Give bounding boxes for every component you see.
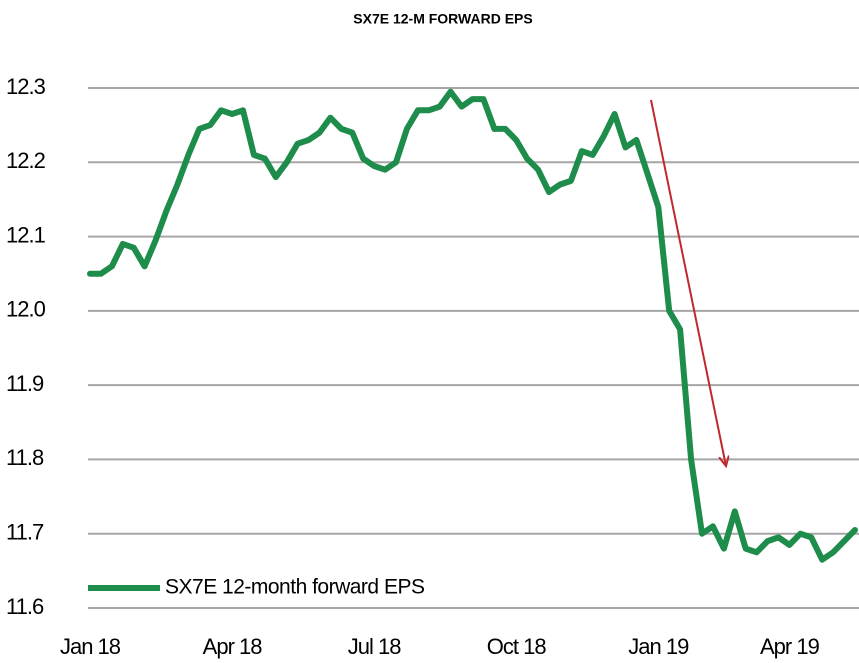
plot (87, 88, 858, 563)
series-line (87, 88, 858, 563)
grid (88, 87, 859, 609)
y-tick-label: 12.1 (6, 222, 46, 247)
y-tick-label: 11.7 (6, 520, 44, 545)
x-tick-label: Oct 18 (487, 634, 547, 659)
y-tick-label: 12.2 (6, 148, 46, 173)
y-tick-label: 12.0 (6, 297, 46, 322)
legend-label: SX7E 12-month forward EPS (165, 576, 425, 599)
chart-title: SX7E 12-M FORWARD EPS (353, 11, 532, 27)
x-tick-label: Apr 18 (203, 634, 263, 659)
y-tick-label: 11.9 (6, 371, 44, 396)
x-tick-label: Jul 18 (348, 634, 401, 659)
y-tick-label: 11.6 (6, 594, 44, 619)
x-tick-label: Apr 19 (760, 634, 820, 659)
x-tick-label: Jan 18 (60, 634, 121, 659)
y-tick-label: 11.8 (6, 445, 44, 470)
trend-arrow (650, 99, 726, 466)
y-tick-label: 12.3 (6, 74, 46, 99)
x-tick-label: Jan 19 (628, 634, 689, 659)
